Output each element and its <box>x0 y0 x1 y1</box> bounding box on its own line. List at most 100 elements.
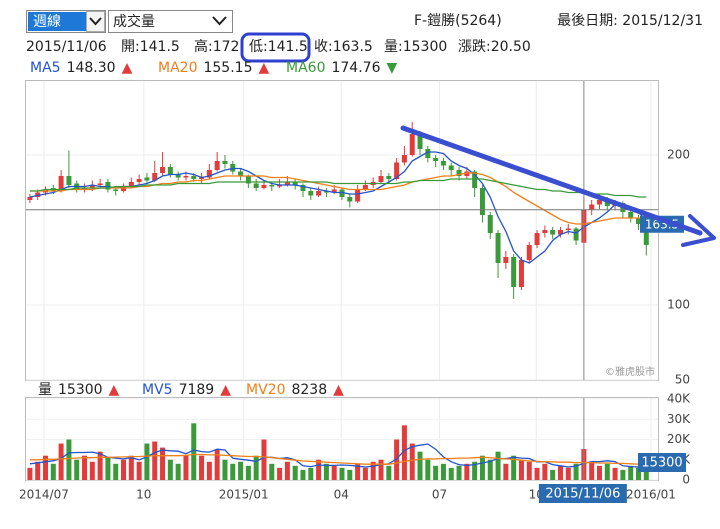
volume-bar <box>565 467 571 480</box>
legend-trend: ▲ <box>220 382 231 398</box>
volume-bar <box>58 443 64 480</box>
dropdown-chevron <box>89 17 102 26</box>
candle-body <box>464 171 470 176</box>
x-tick-label: 04 <box>334 488 349 502</box>
candle-body <box>323 191 329 193</box>
volume-bar <box>316 459 322 480</box>
candle-body <box>269 185 275 187</box>
volume-bar <box>394 439 400 480</box>
candle-body <box>245 176 251 184</box>
volume-bar <box>128 455 134 480</box>
candle-body <box>433 158 439 161</box>
volume-bar <box>105 457 111 480</box>
candle-body <box>167 167 173 175</box>
candle-body <box>628 212 634 218</box>
candle-body <box>27 197 33 200</box>
x-tick-label: 2015/01 <box>219 488 269 502</box>
candle-body <box>331 189 337 193</box>
candle-body <box>401 155 407 163</box>
candle-body <box>206 170 212 178</box>
volume-bar <box>339 467 345 480</box>
candle-body <box>128 182 134 187</box>
candle-body <box>417 134 423 149</box>
candle-body <box>425 149 431 158</box>
indicator-select-text: 成交量 <box>113 13 155 30</box>
volume-bar <box>82 455 88 480</box>
volume-bar <box>362 467 368 480</box>
candle-body <box>557 230 563 235</box>
y-tick-label: 200 <box>667 148 690 162</box>
volume-bar <box>526 461 532 480</box>
volume-bar <box>370 461 376 480</box>
candle-body <box>409 134 415 155</box>
legend-name: 量 <box>38 382 52 398</box>
indicator-select[interactable] <box>108 10 233 33</box>
candle-body <box>97 183 103 185</box>
volume-bar <box>175 463 181 480</box>
candle-body <box>300 185 306 191</box>
volume-bar <box>238 461 244 480</box>
volume-bar <box>191 423 197 480</box>
volume-bar <box>604 463 610 480</box>
legend-trend: ▼ <box>386 60 397 76</box>
candle-body <box>495 233 501 263</box>
volume-bar <box>628 465 634 480</box>
annotation-arrow <box>400 125 703 236</box>
legend-trend: ▲ <box>109 382 120 398</box>
volume-bar <box>113 463 119 480</box>
candle-body <box>362 185 368 190</box>
candle-body <box>214 161 220 170</box>
volume-bar <box>206 461 212 480</box>
stock-symbol: F-鎧勝(5264) <box>414 13 502 29</box>
volume-bar <box>386 465 392 480</box>
volume-bar <box>97 451 103 480</box>
candle-body <box>518 260 524 287</box>
period-select-button[interactable] <box>86 11 105 32</box>
volume-bar <box>620 469 626 480</box>
volume-bar <box>542 463 548 480</box>
candle-body <box>183 176 189 178</box>
candle-body <box>238 171 244 176</box>
candle-body <box>121 186 127 191</box>
volume-bar <box>144 443 150 480</box>
candle-body <box>573 228 579 241</box>
legend-name: MA60 <box>286 60 325 76</box>
candle-body <box>66 176 72 185</box>
candle-body <box>284 182 290 185</box>
candle-body <box>456 170 462 176</box>
candle-body <box>347 197 353 202</box>
quote-change: 漲跌:20.50 <box>458 39 531 55</box>
period-select-highlight <box>28 12 86 31</box>
candle-body <box>503 257 509 263</box>
quote-open: 開:141.5 <box>121 39 180 55</box>
legend-name: MV5 <box>142 382 173 398</box>
volume-bar <box>347 469 353 480</box>
candle-body <box>604 200 610 206</box>
volume-bar <box>300 469 306 480</box>
volume-cursor-label: 15300 <box>641 456 682 471</box>
period-select-text: 週線 <box>33 14 61 30</box>
volume-bar <box>199 455 205 480</box>
candle-body <box>565 228 571 230</box>
volume-bar <box>214 449 220 480</box>
candle-body <box>253 183 259 188</box>
candle-body <box>534 233 540 245</box>
date-cursor-label: 2015/11/06 <box>545 487 620 502</box>
legend-value: 8238 <box>291 382 327 398</box>
candle-body <box>316 191 322 196</box>
y-tick-label: 40K <box>667 392 691 406</box>
y-tick-label: 30K <box>667 412 691 426</box>
x-tick-label: 07 <box>432 488 447 502</box>
legend-value: 15300 <box>58 382 103 398</box>
volume-bar <box>284 461 290 480</box>
volume-bar <box>417 451 423 480</box>
candle-body <box>378 176 384 182</box>
volume-bar <box>503 463 509 480</box>
candle-body <box>589 204 595 210</box>
price-cursor-box <box>640 215 684 233</box>
volume-bar <box>487 459 493 480</box>
volume-bar <box>573 463 579 480</box>
y-tick-label: 0 <box>682 473 690 487</box>
legend-name: MA20 <box>158 60 197 76</box>
candle-body <box>160 167 166 173</box>
